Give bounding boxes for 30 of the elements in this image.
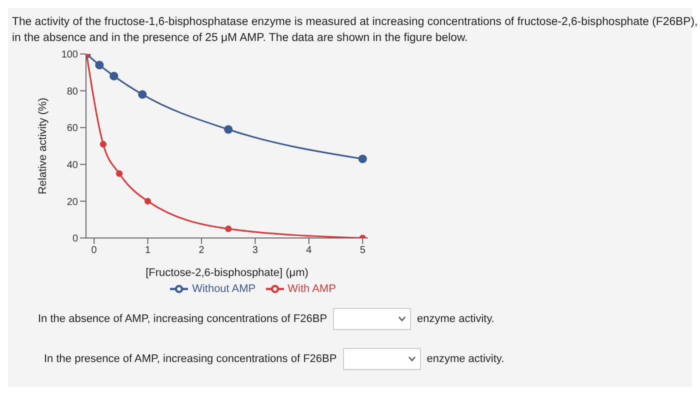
x-tick-label: 5 <box>360 245 366 256</box>
y-axis-title: Relative activity (%) <box>36 98 49 194</box>
y-tick-label: 0 <box>72 234 78 245</box>
y-tick-label: 100 <box>61 50 78 61</box>
text: enzyme activity. <box>426 353 504 365</box>
x-axis-title: [Fructose-2,6-bisphosphate] (μm) <box>146 267 308 279</box>
y-tick-label: 80 <box>66 86 78 98</box>
chart-title: The activity of the fructose-1,6-bisphosphatase enzyme is measured at increasing concentrations of fructose-2,6-bisphosphate (F26BP), in the absence and in the presence of 25 μM AMP. The data are shown in the figure below. <box>11 15 699 46</box>
point <box>100 140 106 148</box>
text: In the presence of AMP, increasing concentrations of F26BP <box>44 353 337 365</box>
point <box>138 90 147 99</box>
legend-label: With AMP <box>288 282 336 295</box>
point <box>110 72 118 80</box>
x-tick-label: 3 <box>252 245 258 256</box>
text: In the absence of AMP, increasing concentrations of F26BP <box>38 313 328 325</box>
point <box>144 198 152 204</box>
point <box>95 60 104 70</box>
y-tick-label: 40 <box>66 160 78 171</box>
y-tick-label: 60 <box>66 123 78 134</box>
x-tick-label: 2 <box>198 245 205 256</box>
legend-label: Without AMP <box>192 282 256 295</box>
point <box>116 170 123 177</box>
x-tick-label: 4 <box>306 245 312 256</box>
y-tick-label: 20 <box>66 196 78 208</box>
point <box>225 226 232 232</box>
point <box>224 125 233 134</box>
x-tick-label: 0 <box>91 245 98 256</box>
x-tick-label: 1 <box>144 245 151 256</box>
point <box>358 154 367 164</box>
text: enzyme activity. <box>417 313 494 325</box>
